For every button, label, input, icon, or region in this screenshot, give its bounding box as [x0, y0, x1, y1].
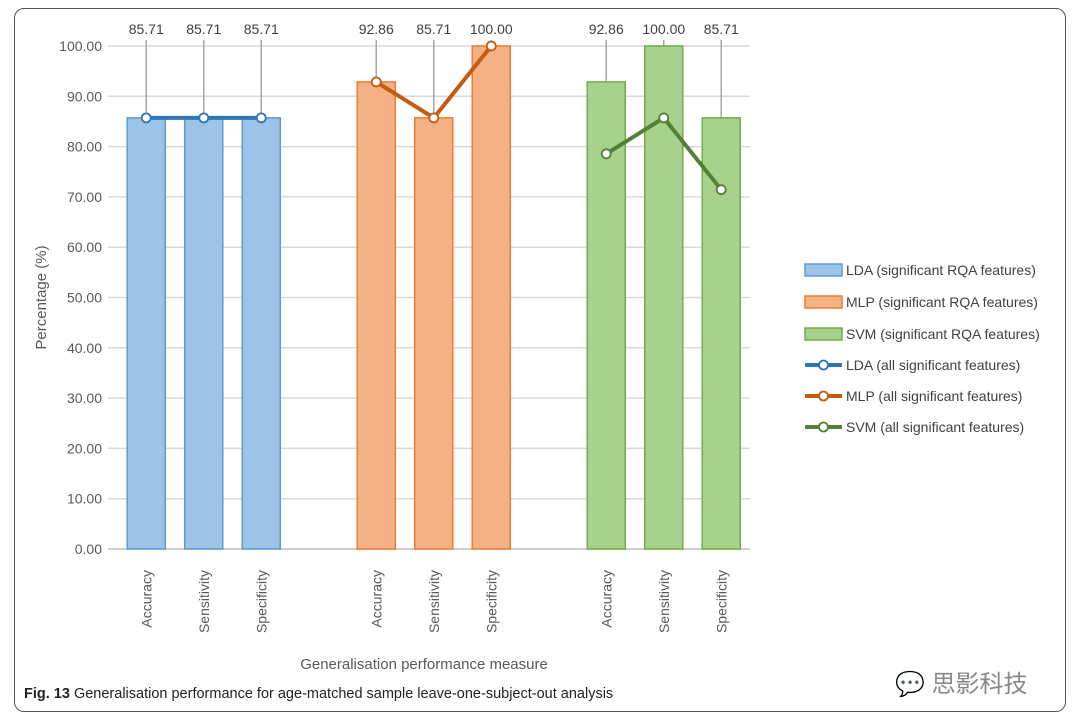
- caption-label: Fig. 13: [24, 686, 70, 702]
- legend-entry: SVM (significant RQA features): [846, 326, 1040, 342]
- bar-mlp: [356, 81, 396, 550]
- y-tick-label: 40.00: [67, 340, 102, 356]
- y-tick-label: 20.00: [67, 440, 102, 456]
- bar-svm: [701, 117, 741, 550]
- x-tick-label: Sensitivity: [426, 570, 442, 633]
- line-marker: [255, 112, 267, 124]
- y-tick-label: 0.00: [75, 541, 102, 557]
- legend-marker: [818, 421, 829, 433]
- x-tick-label: Specificity: [483, 570, 499, 633]
- x-tick-label: Accuracy: [138, 570, 154, 628]
- data-label: 92.86: [359, 21, 394, 37]
- bar-svm: [586, 81, 626, 550]
- caption-text: Generalisation performance for age-match…: [69, 686, 614, 702]
- y-axis-title: Percentage (%): [33, 245, 50, 349]
- legend-entry: MLP (all significant features): [846, 388, 1022, 404]
- watermark: 💬 思影科技: [895, 671, 1028, 698]
- line-marker: [658, 112, 670, 124]
- line-marker: [198, 112, 210, 124]
- line-marker: [370, 76, 382, 88]
- bar-lda: [184, 117, 224, 550]
- data-label: 85.71: [244, 21, 279, 37]
- legend-entry: LDA (all significant features): [846, 357, 1020, 373]
- data-label: 85.71: [129, 21, 164, 37]
- bar-mlp: [414, 117, 454, 550]
- x-axis-title: Generalisation performance measure: [300, 656, 548, 673]
- figure-caption: Fig. 13 Generalisation performance for a…: [24, 686, 613, 702]
- legend-entry: MLP (significant RQA features): [846, 294, 1038, 310]
- x-tick-label: Sensitivity: [656, 570, 672, 633]
- data-label: 85.71: [416, 21, 451, 37]
- legend-marker: [818, 359, 829, 371]
- bar-lda: [241, 117, 281, 550]
- legend-entry: SVM (all significant features): [846, 419, 1024, 435]
- y-tick-label: 80.00: [67, 139, 102, 155]
- y-tick-label: 60.00: [67, 239, 102, 255]
- y-tick-label: 30.00: [67, 390, 102, 406]
- line-marker: [140, 112, 152, 124]
- y-tick-label: 100.00: [59, 38, 102, 54]
- data-label: 100.00: [642, 21, 685, 37]
- legend-entry: LDA (significant RQA features): [846, 262, 1036, 278]
- watermark-text: 思影科技: [931, 671, 1028, 698]
- data-label: 85.71: [704, 21, 739, 37]
- x-tick-label: Accuracy: [598, 570, 614, 628]
- y-tick-label: 50.00: [67, 290, 102, 306]
- legend-swatch-bar: [804, 295, 843, 309]
- legend-swatch-bar: [804, 263, 843, 277]
- data-label: 92.86: [589, 21, 624, 37]
- legend-marker: [818, 390, 829, 402]
- data-label: 100.00: [470, 21, 513, 37]
- bar-mlp: [471, 45, 511, 550]
- legend-swatch-bar: [804, 327, 843, 341]
- x-tick-label: Sensitivity: [196, 570, 212, 633]
- bar-svm: [644, 45, 684, 550]
- y-tick-label: 90.00: [67, 88, 102, 104]
- line-marker: [715, 184, 727, 196]
- bar-lda: [126, 117, 166, 550]
- x-tick-label: Specificity: [253, 570, 269, 633]
- y-tick-label: 10.00: [67, 491, 102, 507]
- line-marker: [485, 40, 497, 52]
- data-label: 85.71: [186, 21, 221, 37]
- line-marker: [600, 148, 612, 160]
- y-tick-label: 70.00: [67, 189, 102, 205]
- x-tick-label: Accuracy: [368, 570, 384, 628]
- x-tick-label: Specificity: [713, 570, 729, 633]
- line-marker: [428, 112, 440, 124]
- figure-frame: [14, 8, 1066, 712]
